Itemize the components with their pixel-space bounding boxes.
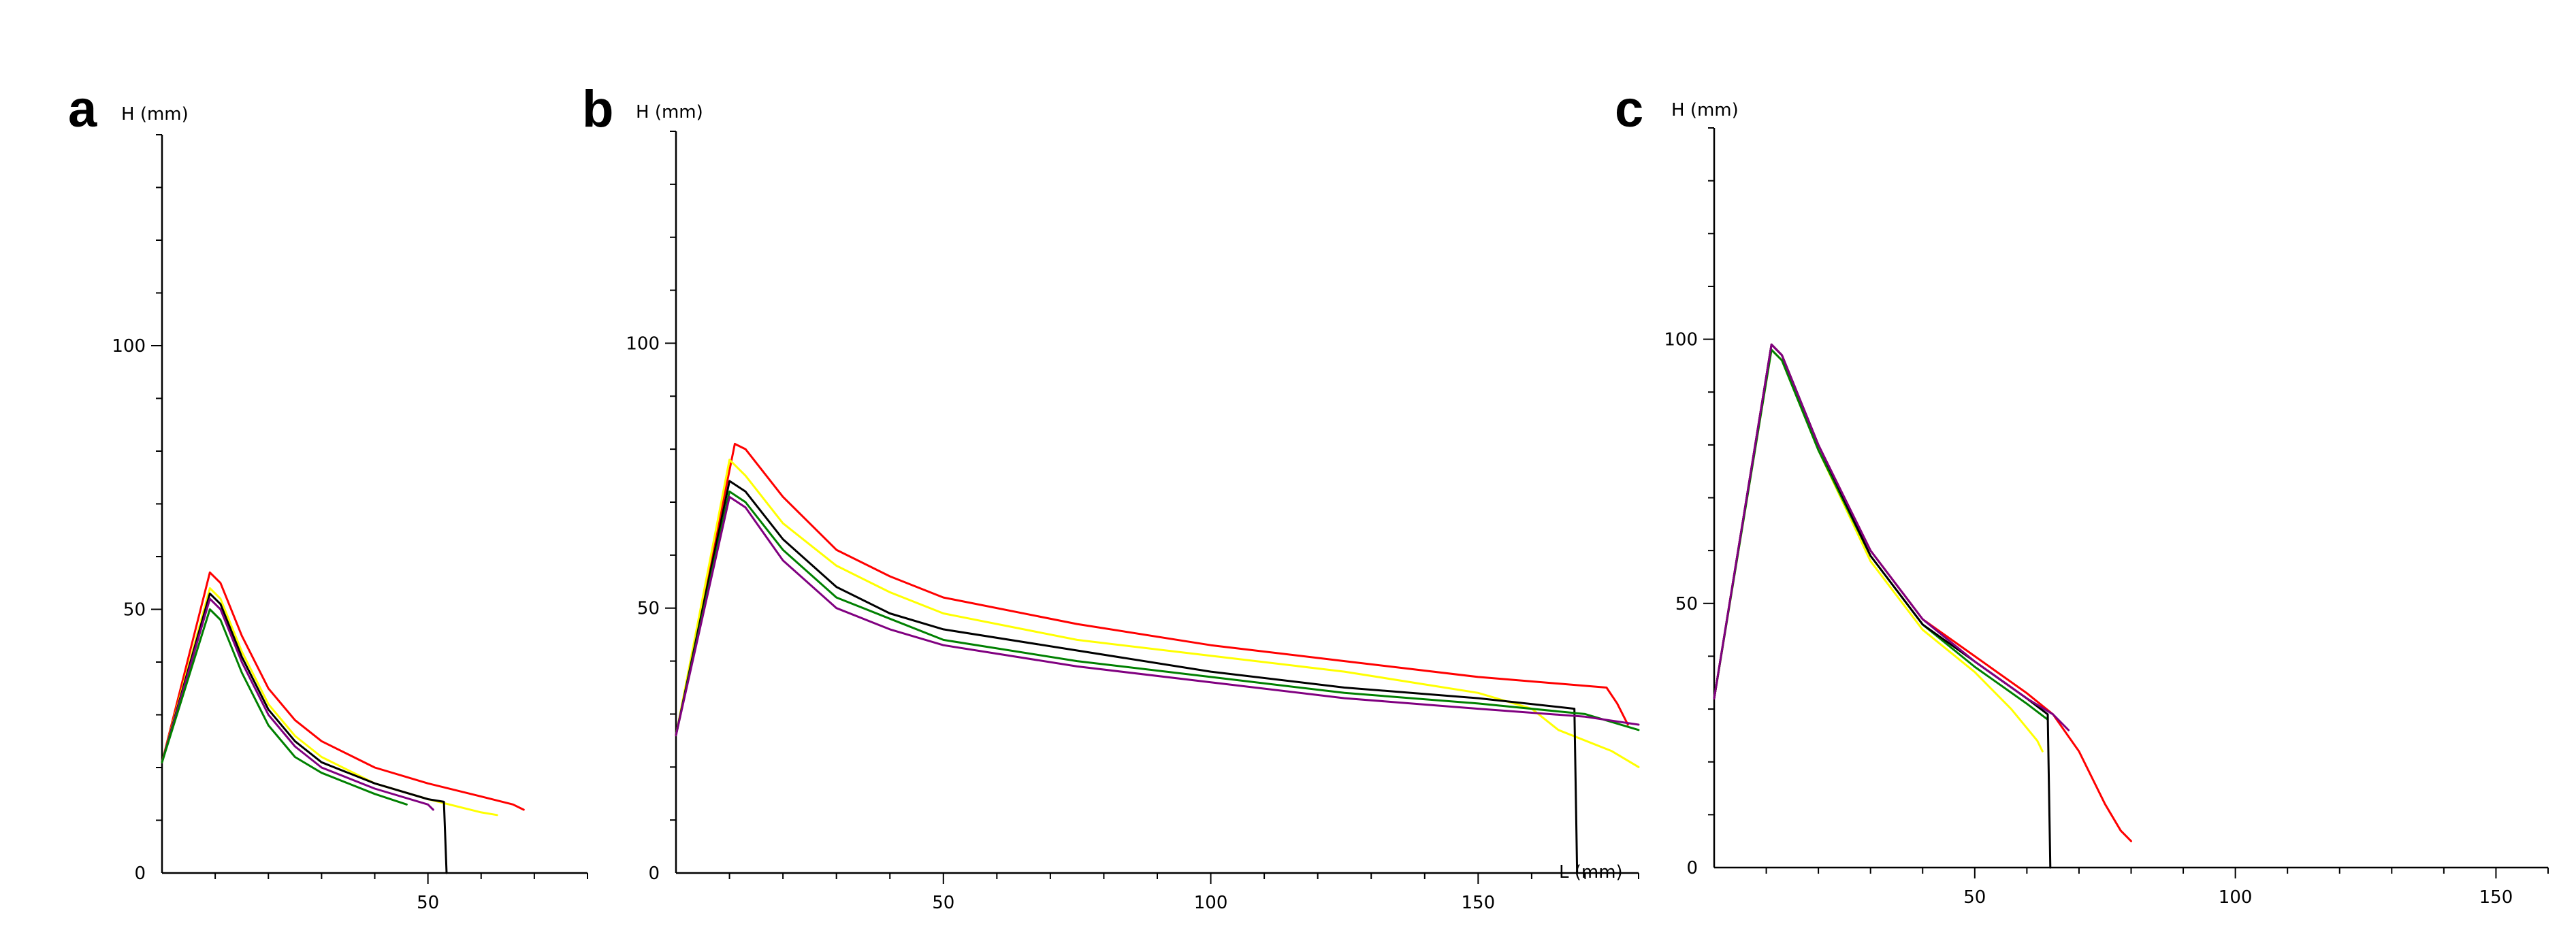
- y-tick-label: 0: [1686, 858, 1698, 878]
- x-tick-label: 50: [932, 893, 954, 913]
- y-axis-title: H (mm): [1671, 100, 1739, 120]
- series-line-1: [675, 442, 1629, 737]
- series-line-2: [161, 587, 498, 817]
- series-line-1: [161, 571, 525, 811]
- y-tick-label: 100: [1664, 330, 1698, 350]
- x-tick-label: 150: [1462, 893, 1496, 913]
- panel-label-b: b: [582, 80, 613, 138]
- y-tick-label: 100: [112, 336, 146, 357]
- panel-label-a: a: [68, 80, 97, 138]
- y-axis-title: H (mm): [636, 102, 703, 122]
- y-tick-label: 100: [626, 333, 660, 354]
- panel-a: a H (mm) 0 50 100 50: [68, 80, 588, 913]
- series-line-5: [675, 495, 1640, 737]
- y-axis-title: H (mm): [121, 104, 189, 125]
- series-line-2: [675, 459, 1640, 768]
- series-line-3: [675, 480, 1579, 874]
- y-tick-label: 0: [648, 863, 660, 884]
- series-line-2: [1713, 348, 2044, 753]
- series-line-4: [1713, 343, 2052, 869]
- y-tick-label: 50: [123, 600, 146, 621]
- y-tick-label: 50: [637, 599, 660, 619]
- x-tick-label: 150: [2479, 887, 2513, 908]
- panel-c: c H (mm) 0 50 100 50 100 150: [1615, 80, 2549, 908]
- series-line-5: [1713, 343, 2070, 731]
- panel-label-c: c: [1615, 80, 1643, 138]
- series-line-3: [161, 592, 448, 874]
- x-tick-label: 50: [1963, 887, 1986, 908]
- series-line-4: [675, 490, 1640, 737]
- x-tick-label: 100: [1194, 893, 1228, 913]
- series-line-5: [161, 608, 408, 806]
- series-line-3: [1713, 348, 2049, 721]
- y-tick-label: 0: [134, 863, 146, 884]
- series-line-4: [161, 597, 434, 811]
- x-tick-label: 50: [417, 893, 439, 913]
- series-line-1: [1713, 343, 2132, 842]
- x-tick-label: 100: [2219, 887, 2253, 908]
- y-tick-label: 50: [1675, 594, 1698, 614]
